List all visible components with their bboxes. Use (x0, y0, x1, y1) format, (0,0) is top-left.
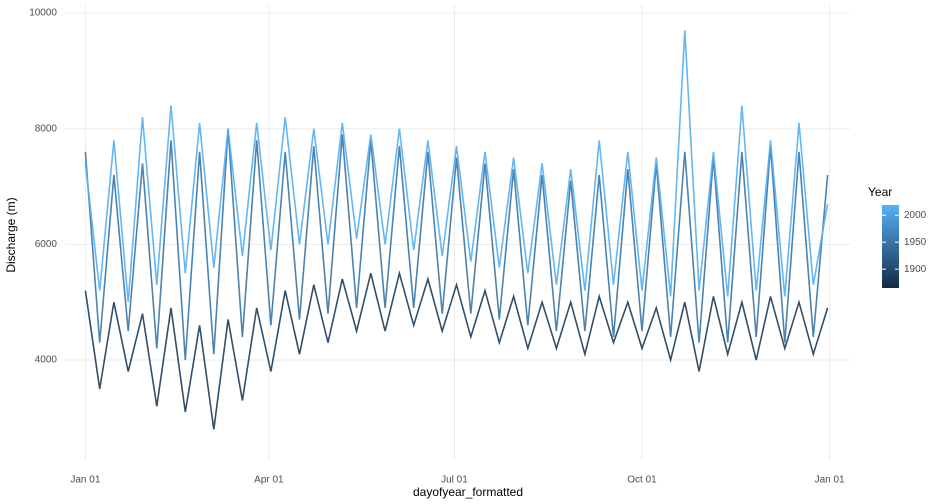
colorbar (882, 205, 899, 288)
x-tick-label: Jul 01 (441, 475, 468, 486)
colorbar-label: 1900 (904, 264, 927, 275)
data-line (84, 270, 829, 430)
data-line (84, 128, 829, 361)
x-axis-title: dayofyear_formatted (413, 485, 523, 499)
x-tick-label: Oct 01 (627, 475, 657, 486)
y-tick-label: 4000 (35, 355, 58, 366)
y-tick-label: 10000 (29, 8, 57, 19)
y-tick-label: 8000 (35, 123, 58, 134)
data-line (84, 30, 829, 303)
x-tick-label: Jan 01 (70, 475, 100, 486)
y-axis-title: Discharge (m) (4, 197, 18, 272)
x-tick-label: Jan 01 (815, 475, 845, 486)
y-tick-label: 6000 (35, 239, 58, 250)
legend-title: Year (868, 185, 892, 199)
colorbar-label: 1950 (904, 237, 927, 248)
x-tick-label: Apr 01 (254, 475, 284, 486)
lines (84, 30, 829, 430)
colorbar-label: 2000 (904, 210, 927, 221)
